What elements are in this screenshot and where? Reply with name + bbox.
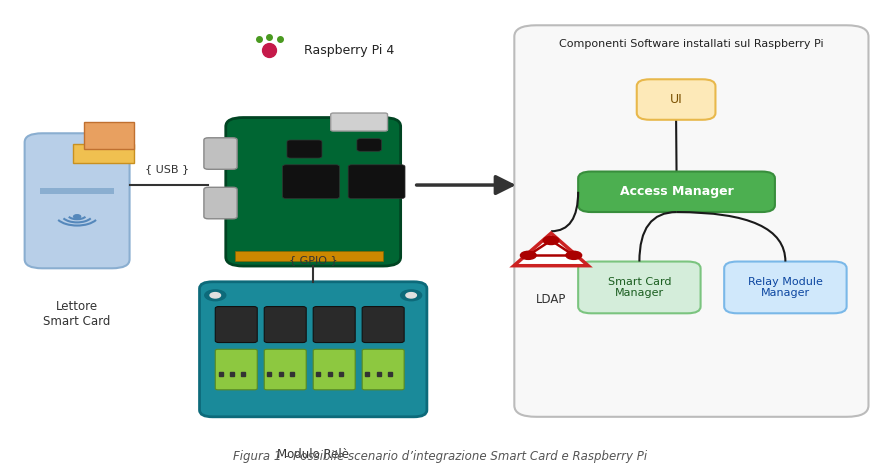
- FancyBboxPatch shape: [578, 261, 700, 313]
- FancyBboxPatch shape: [724, 261, 847, 313]
- FancyBboxPatch shape: [348, 165, 405, 199]
- FancyBboxPatch shape: [25, 133, 129, 268]
- Circle shape: [543, 236, 559, 245]
- FancyBboxPatch shape: [357, 139, 381, 151]
- FancyBboxPatch shape: [313, 306, 356, 343]
- Text: Lettore
Smart Card: Lettore Smart Card: [43, 300, 111, 328]
- FancyBboxPatch shape: [363, 306, 404, 343]
- Text: UI: UI: [670, 93, 683, 106]
- Text: LDAP: LDAP: [536, 292, 566, 306]
- Polygon shape: [514, 233, 588, 266]
- FancyBboxPatch shape: [216, 349, 257, 390]
- FancyBboxPatch shape: [313, 349, 356, 390]
- FancyBboxPatch shape: [331, 113, 387, 131]
- FancyBboxPatch shape: [264, 306, 306, 343]
- FancyBboxPatch shape: [637, 79, 715, 120]
- Text: Smart Card
Manager: Smart Card Manager: [607, 277, 671, 298]
- Text: Relay Module
Manager: Relay Module Manager: [748, 277, 823, 298]
- Circle shape: [210, 292, 221, 298]
- FancyBboxPatch shape: [264, 349, 306, 390]
- Bar: [40, 188, 114, 194]
- Bar: [234, 251, 383, 261]
- FancyBboxPatch shape: [363, 349, 404, 390]
- Circle shape: [74, 215, 81, 219]
- Circle shape: [406, 292, 416, 298]
- Circle shape: [205, 290, 226, 301]
- Text: Access Manager: Access Manager: [620, 185, 733, 198]
- Circle shape: [520, 251, 536, 259]
- Circle shape: [566, 251, 582, 259]
- Text: Figura 1 - Possibile scenario d’integrazione Smart Card e Raspberry Pi: Figura 1 - Possibile scenario d’integraz…: [233, 450, 647, 463]
- Text: { USB }: { USB }: [144, 164, 189, 174]
- FancyBboxPatch shape: [578, 172, 775, 212]
- FancyBboxPatch shape: [200, 282, 427, 417]
- FancyBboxPatch shape: [514, 25, 869, 417]
- Polygon shape: [73, 144, 134, 163]
- Text: Componenti Software installati sul Raspberry Pi: Componenti Software installati sul Raspb…: [559, 39, 824, 49]
- Polygon shape: [84, 122, 134, 149]
- Circle shape: [400, 290, 422, 301]
- FancyBboxPatch shape: [204, 138, 237, 169]
- Text: Modulo Relè: Modulo Relè: [277, 448, 349, 461]
- FancyBboxPatch shape: [282, 165, 340, 199]
- FancyBboxPatch shape: [216, 306, 257, 343]
- Text: Raspberry Pi 4: Raspberry Pi 4: [304, 44, 395, 57]
- FancyBboxPatch shape: [204, 187, 237, 219]
- Text: { GPIO }: { GPIO }: [289, 255, 338, 265]
- FancyBboxPatch shape: [287, 140, 322, 158]
- FancyBboxPatch shape: [226, 118, 400, 266]
